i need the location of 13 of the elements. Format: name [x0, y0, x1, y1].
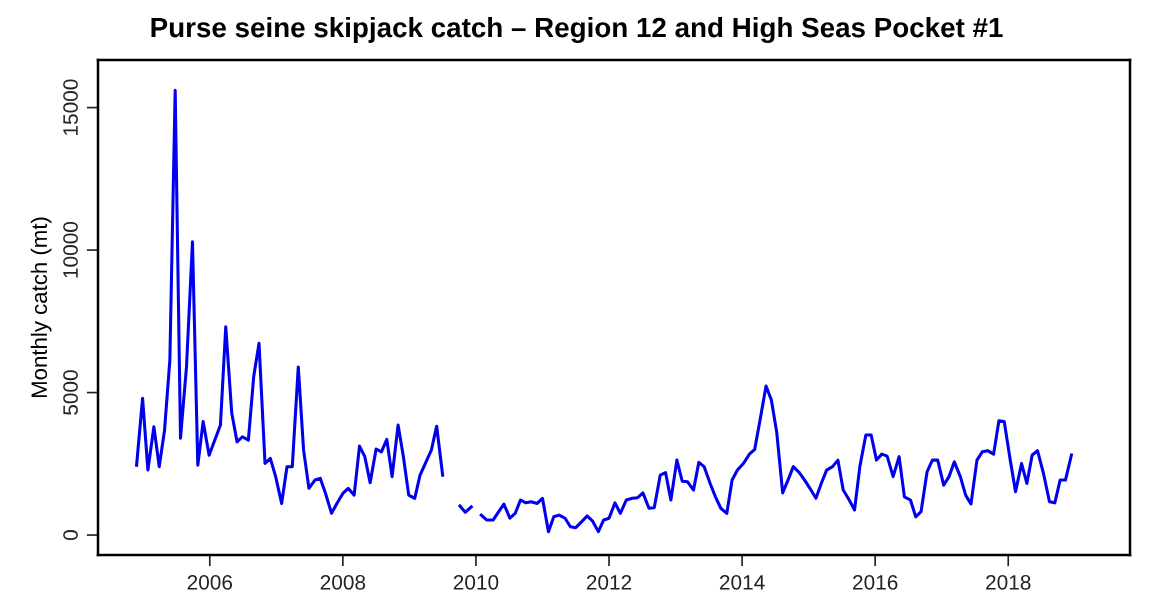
y-tick-label: 15000: [63, 79, 78, 135]
y-tick-label: 0: [63, 530, 78, 541]
x-tick-label: 2008: [320, 574, 366, 590]
x-tick-label: 2012: [586, 574, 632, 590]
y-axis-title: Monthly catch (mt): [30, 217, 52, 398]
x-tick-label: 2010: [453, 574, 499, 590]
x-tick-label: 2016: [853, 574, 898, 590]
y-tick-label: 10000: [63, 221, 78, 278]
x-tick-label: 2014: [719, 574, 765, 590]
x-tick-label: 2006: [187, 574, 233, 590]
x-tick-label: 2018: [986, 574, 1031, 590]
chart-title: Purse seine skipjack catch – Region 12 and High Seas Pocket #1: [151, 16, 1003, 44]
y-tick-label: 5000: [63, 370, 78, 415]
